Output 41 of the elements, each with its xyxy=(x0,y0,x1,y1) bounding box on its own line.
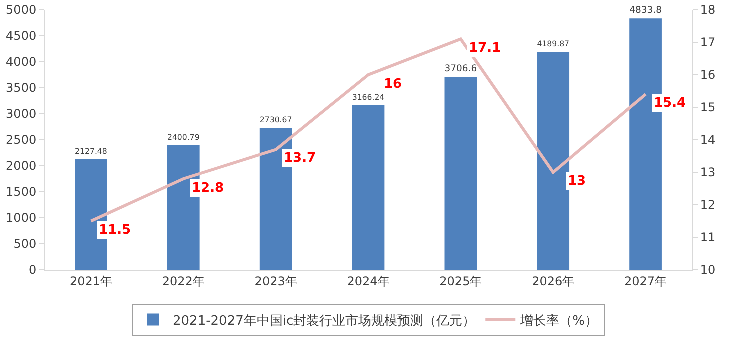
y-tick-label: 4500 xyxy=(6,29,37,44)
y-tick-label: 5000 xyxy=(6,3,37,18)
y2-tick-label: 15 xyxy=(700,100,716,115)
y-tick-label: 1000 xyxy=(6,211,37,226)
y-tick-label: 500 xyxy=(14,237,37,252)
y-tick-label: 3000 xyxy=(6,107,37,122)
y-tick-label: 4000 xyxy=(6,55,37,70)
legend-label: 增长率（%） xyxy=(520,312,598,329)
bar xyxy=(537,52,570,270)
y2-tick-label: 14 xyxy=(700,133,716,148)
y-tick-label: 2500 xyxy=(6,133,37,148)
y2-tick-label: 11 xyxy=(700,230,716,245)
data-label: 3706.6 xyxy=(444,63,478,74)
y-tick-label: 3500 xyxy=(6,81,37,96)
data-label: 13 xyxy=(568,174,586,189)
bar xyxy=(444,77,478,270)
y2-tick-label: 10 xyxy=(700,263,716,278)
data-label: 17.1 xyxy=(469,41,502,56)
x-tick-label: 2025年 xyxy=(440,274,482,288)
data-label: 12.8 xyxy=(192,181,224,196)
y-tick-label: 1500 xyxy=(6,185,37,200)
x-tick-label: 2023年 xyxy=(254,274,298,288)
y2-tick-label: 17 xyxy=(700,36,716,50)
legend-label: 2021-2027年中国ic封装行业市场规模预测（亿元） xyxy=(173,314,476,329)
y-tick-label: 2000 xyxy=(6,159,37,174)
data-label: 16 xyxy=(384,77,402,92)
bar xyxy=(352,105,385,270)
data-label: 11.5 xyxy=(99,223,132,238)
y2-tick-label: 16 xyxy=(700,68,716,82)
data-label: 4833.8 xyxy=(630,4,662,16)
y2-tick-label: 13 xyxy=(700,166,716,180)
y2-tick-label: 18 xyxy=(700,3,716,18)
data-label: 15.4 xyxy=(654,96,686,111)
x-tick-label: 2026年 xyxy=(532,274,575,288)
y2-tick-label: 12 xyxy=(700,198,716,212)
x-tick-label: 2021年 xyxy=(70,274,112,288)
x-tick-label: 2022年 xyxy=(162,274,205,288)
y-tick-label: 0 xyxy=(28,263,37,278)
x-tick-label: 2027年 xyxy=(624,274,668,288)
x-tick-label: 2024年 xyxy=(347,274,390,288)
data-label: 13.7 xyxy=(284,151,316,166)
